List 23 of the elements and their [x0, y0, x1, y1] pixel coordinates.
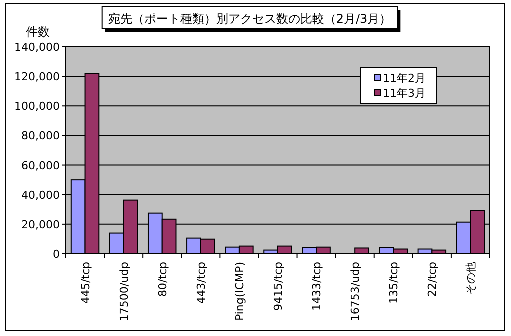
- y-tick-label: 60,000: [22, 159, 60, 172]
- legend-label: 11年2月: [383, 72, 426, 85]
- x-tick-label: Ping(ICMP): [233, 262, 246, 322]
- y-tick-label: 80,000: [22, 130, 60, 143]
- y-axis-title: 件数: [26, 25, 50, 39]
- x-tick-label: 17500/udp: [118, 262, 131, 322]
- x-tick-label: 443/tcp: [194, 262, 208, 304]
- x-tick-label: 1433/tcp: [310, 262, 324, 312]
- y-tick-label: 140,000: [14, 41, 60, 54]
- x-tick-label: 135/tcp: [388, 262, 401, 304]
- x-tick-label: 80/tcp: [156, 262, 170, 298]
- legend-label: 11年3月: [383, 87, 426, 100]
- y-tick-label: 40,000: [22, 188, 60, 202]
- chart-title: 宛先（ポート種類）別アクセス数の比較（2月/3月）: [108, 12, 392, 26]
- x-tick-label: 445/tcp: [79, 262, 92, 304]
- x-tick-label: 16753/udp: [349, 262, 362, 322]
- x-tick-label: 22/tcp: [426, 262, 440, 298]
- y-tick-label: 120,000: [14, 70, 60, 84]
- x-tick-label: その他: [464, 262, 478, 295]
- y-tick-label: 20,000: [22, 218, 60, 232]
- y-tick-label: 0: [53, 248, 60, 261]
- y-tick-label: 100,000: [14, 100, 60, 114]
- x-tick-label: 9415/tcp: [272, 262, 285, 312]
